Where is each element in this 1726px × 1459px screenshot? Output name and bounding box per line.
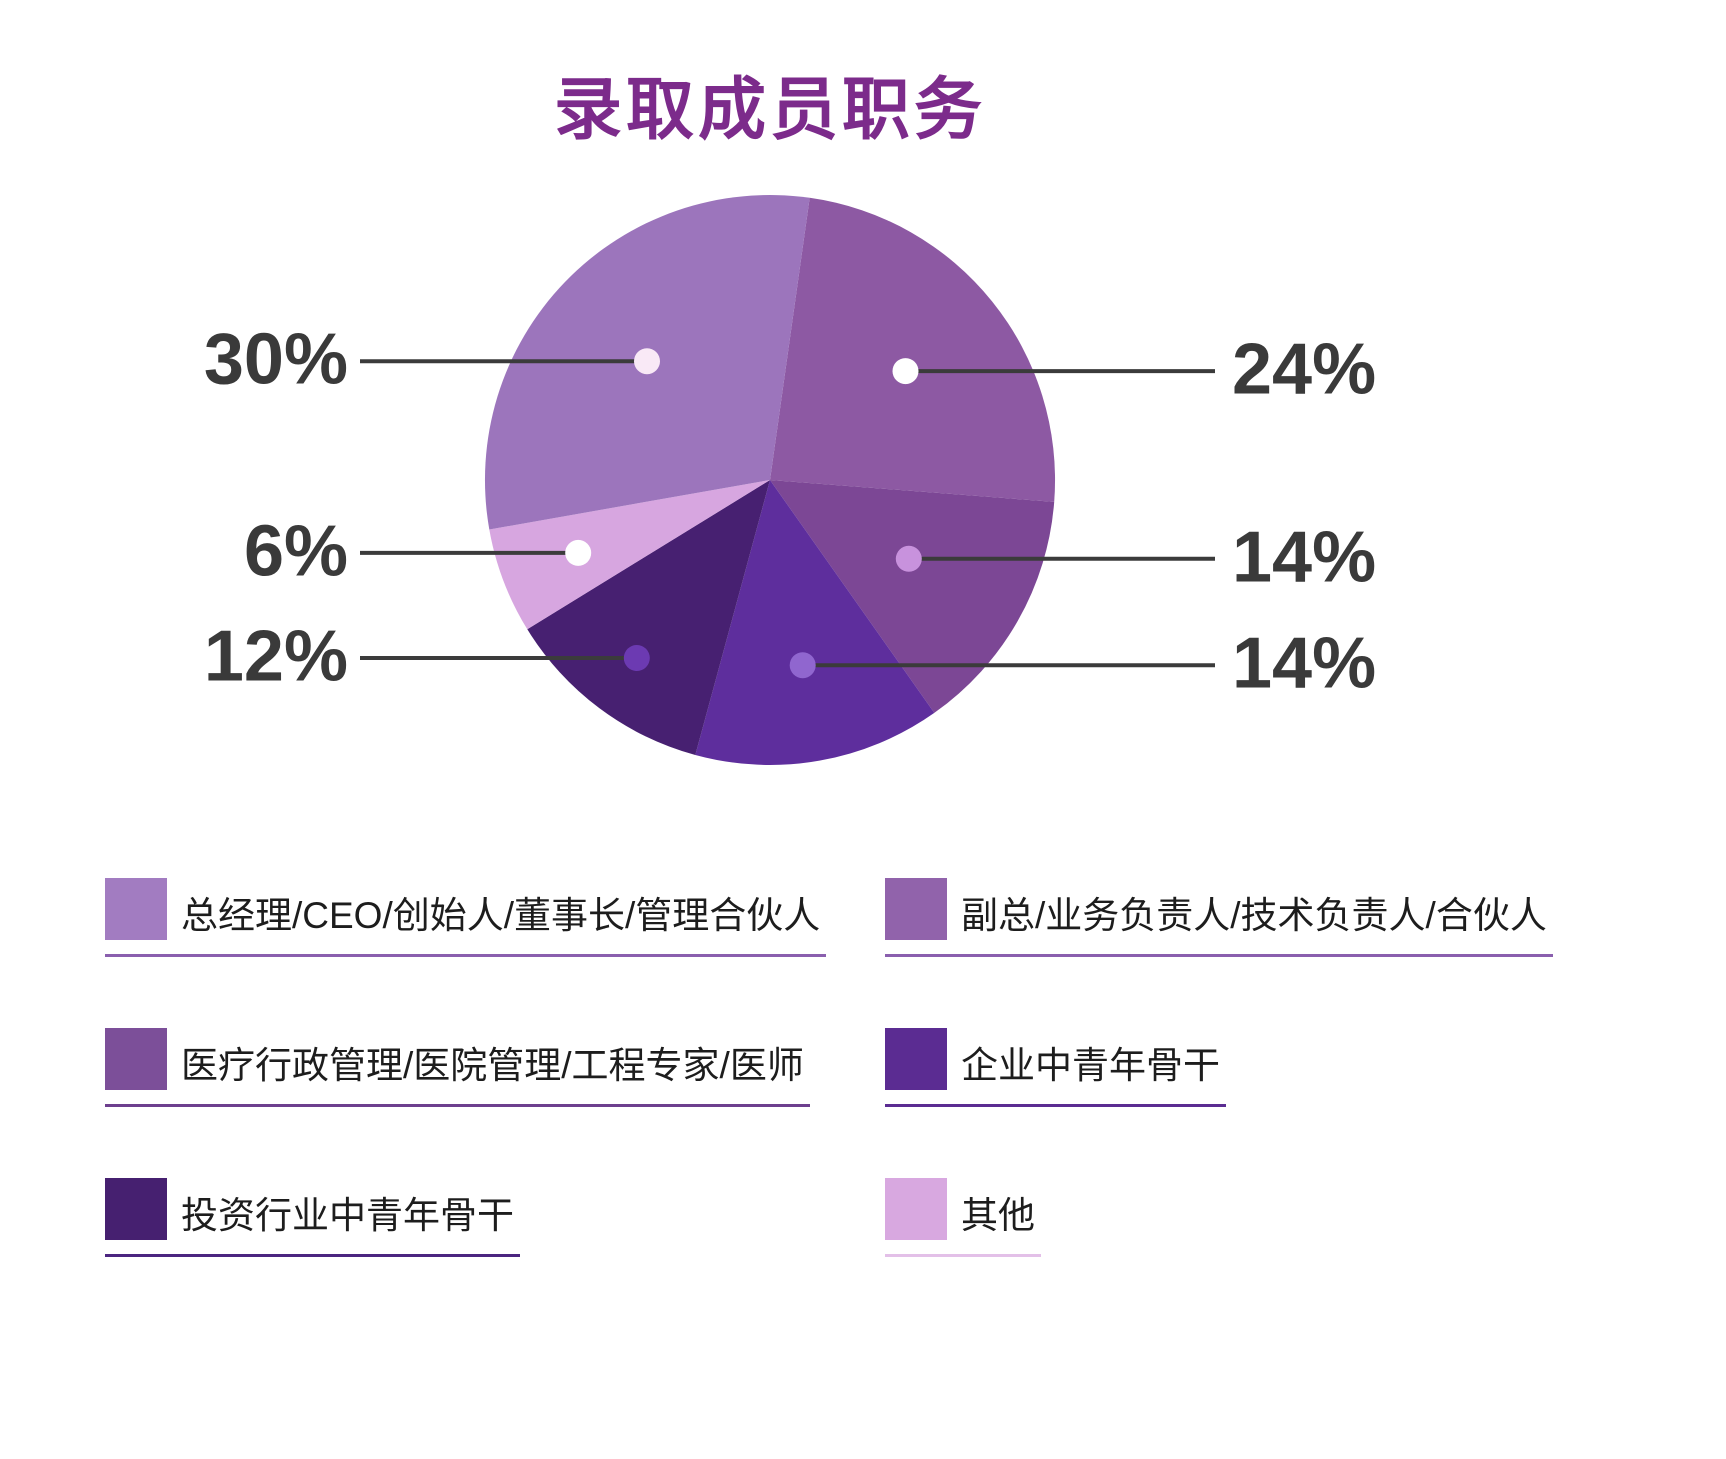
legend-label: 副总/业务负责人/技术负责人/合伙人 <box>961 895 1547 937</box>
callout-dot <box>895 545 922 572</box>
pie-slice <box>527 480 770 755</box>
legend-label: 总经理/CEO/创始人/董事长/管理合伙人 <box>181 895 821 937</box>
callout-dot <box>634 348 660 375</box>
legend-label: 医疗行政管理/医院管理/工程专家/医师 <box>181 1045 804 1087</box>
pie-slice <box>695 480 935 765</box>
callout-dot <box>892 358 919 385</box>
callout-dot <box>565 539 592 566</box>
legend-item-medical: 医疗行政管理/医院管理/工程专家/医师 <box>105 1028 810 1107</box>
legend-label: 企业中青年骨干 <box>961 1045 1220 1087</box>
legend-item-vp: 副总/业务负责人/技术负责人/合伙人 <box>885 878 1553 957</box>
legend-label: 投资行业中青年骨干 <box>181 1195 514 1237</box>
callout-percent-label: 24% <box>1232 329 1377 410</box>
callout-dots <box>565 348 922 679</box>
legend-item-other: 其他 <box>885 1178 1041 1257</box>
pie-slice <box>489 480 770 630</box>
legend-swatch <box>105 1178 167 1240</box>
legend-swatch <box>885 1028 947 1090</box>
callout-percent-label: 6% <box>243 511 348 592</box>
callout-percent-label: 12% <box>203 616 348 697</box>
legend-swatch <box>885 1178 947 1240</box>
legend: 总经理/CEO/创始人/董事长/管理合伙人 副总/业务负责人/技术负责人/合伙人… <box>105 878 1553 1257</box>
callout-dot <box>623 645 650 671</box>
legend-item-investment: 投资行业中青年骨干 <box>105 1178 520 1257</box>
callout-percent-label: 14% <box>1232 623 1377 704</box>
legend-item-enterprise: 企业中青年骨干 <box>885 1028 1226 1107</box>
legend-item-ceo: 总经理/CEO/创始人/董事长/管理合伙人 <box>105 878 827 957</box>
callout-percent-label: 14% <box>1232 517 1377 598</box>
callout-dot <box>789 652 816 679</box>
legend-swatch <box>105 1028 167 1090</box>
chart-title: 录取成员职务 <box>553 72 987 148</box>
callout-lines <box>360 359 1215 668</box>
pie-slice <box>770 480 1055 713</box>
callout-percent-label: 30% <box>203 319 348 400</box>
legend-swatch <box>105 878 167 940</box>
legend-label: 其他 <box>961 1195 1035 1237</box>
legend-swatch <box>885 878 947 940</box>
pie-slices <box>484 195 1056 765</box>
pie-slice <box>770 197 1056 502</box>
